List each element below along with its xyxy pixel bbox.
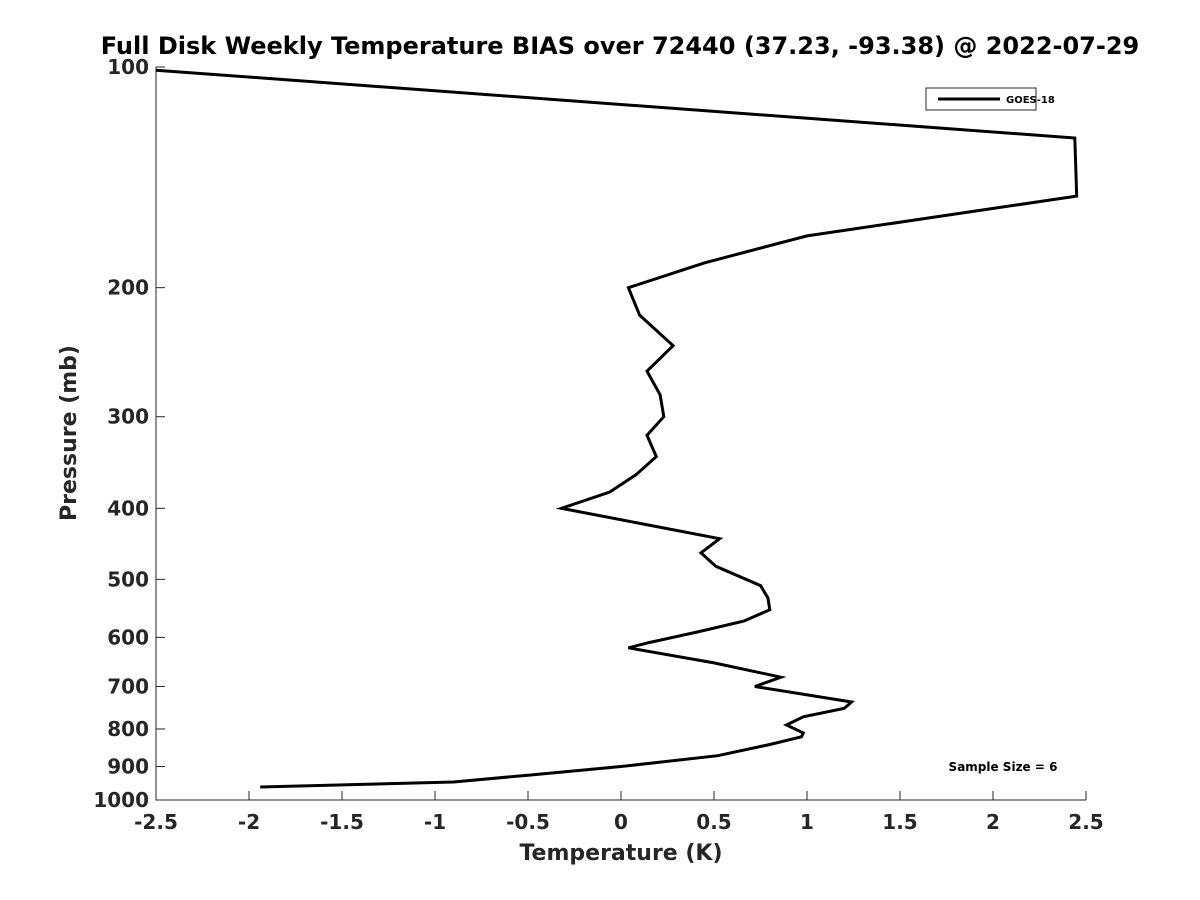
x-tick-label: -2.5	[134, 810, 178, 834]
y-tick-label: 700	[107, 674, 149, 698]
x-tick-label: 2.5	[1068, 810, 1103, 834]
y-axis-label: Pressure (mb)	[57, 345, 82, 521]
x-tick-label: 1.5	[882, 810, 917, 834]
y-tick-label: 1000	[93, 788, 149, 812]
legend: GOES-18	[925, 87, 1055, 111]
x-tick-label: -0.5	[506, 810, 550, 834]
y-tick-label: 900	[107, 754, 149, 778]
sample-size-annotation: Sample Size = 6	[949, 760, 1058, 774]
y-tick-label: 100	[107, 55, 149, 79]
y-tick-label: 200	[107, 276, 149, 300]
x-tick-label: -2	[238, 810, 260, 834]
plot-area	[156, 67, 1086, 800]
chart-title: Full Disk Weekly Temperature BIAS over 7…	[101, 32, 1140, 60]
x-axis-ticks: -2.5 -2 -1.5 -1 -0.5 0 0.5 1 1.5 2 2.5	[134, 791, 1104, 834]
x-axis-label: Temperature (K)	[519, 841, 722, 866]
x-tick-label: 0.5	[696, 810, 731, 834]
x-tick-label: 2	[986, 810, 1000, 834]
x-tick-label: -1	[424, 810, 446, 834]
y-tick-label: 400	[107, 496, 149, 520]
legend-label-goes-18: GOES-18	[1006, 95, 1055, 106]
x-tick-label: 0	[614, 810, 628, 834]
y-tick-label: 300	[107, 405, 149, 429]
series-line-goes-18	[155, 68, 1079, 789]
y-tick-label: 600	[107, 625, 149, 649]
y-tick-label: 500	[107, 567, 149, 591]
x-tick-label: 1	[800, 810, 814, 834]
y-axis-ticks: 100 200 300 400 500 600 700 800 900 1000	[93, 55, 165, 812]
x-tick-label: -1.5	[320, 810, 364, 834]
y-tick-label: 800	[107, 717, 149, 741]
